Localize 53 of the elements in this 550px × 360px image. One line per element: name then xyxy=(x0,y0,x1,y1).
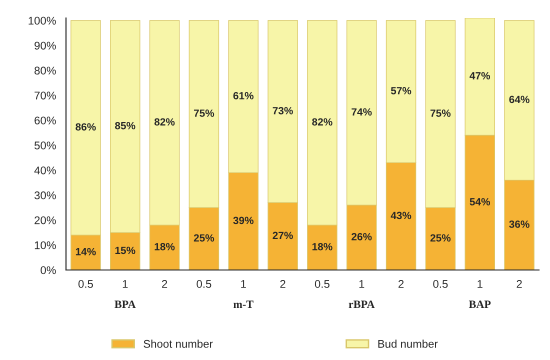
y-tick-label: 50% xyxy=(34,142,56,150)
data-label: 39% xyxy=(233,216,254,224)
data-label: 74% xyxy=(352,108,372,116)
data-label: 64% xyxy=(509,96,530,104)
x-tick-label: 1 xyxy=(359,280,364,288)
y-tick-label: 30% xyxy=(34,191,56,200)
data-label: 43% xyxy=(390,212,412,220)
x-tick-label: 1 xyxy=(478,280,482,288)
y-tick-label: 40% xyxy=(34,166,56,174)
x-tick-label: 1 xyxy=(241,280,246,288)
text: BPA xyxy=(114,300,136,308)
data-label: 82% xyxy=(154,118,175,126)
data-label: 15% xyxy=(115,246,136,254)
legend-label: Shoot number xyxy=(144,340,213,348)
x-tick-label: 2 xyxy=(280,280,286,288)
text: m-T xyxy=(233,300,254,308)
y-tick-label: 20% xyxy=(34,216,56,224)
y-tick-label: 70% xyxy=(34,92,56,100)
data-label: 26% xyxy=(352,232,372,240)
data-label: 25% xyxy=(194,234,214,242)
data-label: 82% xyxy=(312,118,332,126)
data-label: 73% xyxy=(272,106,293,114)
data-label: 18% xyxy=(312,242,332,250)
data-label: 36% xyxy=(509,220,530,228)
legend-label: Bud number xyxy=(378,340,438,348)
x-tick-label: 0.5 xyxy=(314,280,330,288)
data-label: 85% xyxy=(115,122,136,130)
data-label: 86% xyxy=(76,123,96,131)
y-tick-label: 60% xyxy=(34,116,56,124)
x-tick-label: 1 xyxy=(122,280,128,288)
data-label: 57% xyxy=(390,87,412,94)
x-tick-label: 2 xyxy=(516,280,522,288)
y-tick-label: 90% xyxy=(34,42,56,50)
y-tick-label: 10% xyxy=(34,241,56,250)
x-tick-label: 0.5 xyxy=(196,280,212,288)
data-label: 27% xyxy=(272,232,293,240)
x-tick-label: 2 xyxy=(398,280,404,288)
text: rBPA xyxy=(348,300,375,308)
x-tick-label: 0.5 xyxy=(78,280,93,288)
y-tick-label: 80% xyxy=(34,66,56,75)
data-label: 75% xyxy=(430,110,451,117)
y-tick-label: 0% xyxy=(40,266,56,274)
text: BAP xyxy=(468,300,491,308)
x-tick-label: 2 xyxy=(162,280,168,288)
data-label: 47% xyxy=(470,72,490,80)
data-label: 54% xyxy=(470,198,490,206)
data-label: 61% xyxy=(233,92,254,100)
data-label: 18% xyxy=(154,242,175,250)
data-label: 14% xyxy=(76,248,96,256)
data-label: 75% xyxy=(194,110,214,117)
data-label: 25% xyxy=(430,234,451,242)
x-tick-label: 0.5 xyxy=(433,280,448,288)
y-tick-label: 100% xyxy=(28,16,56,25)
